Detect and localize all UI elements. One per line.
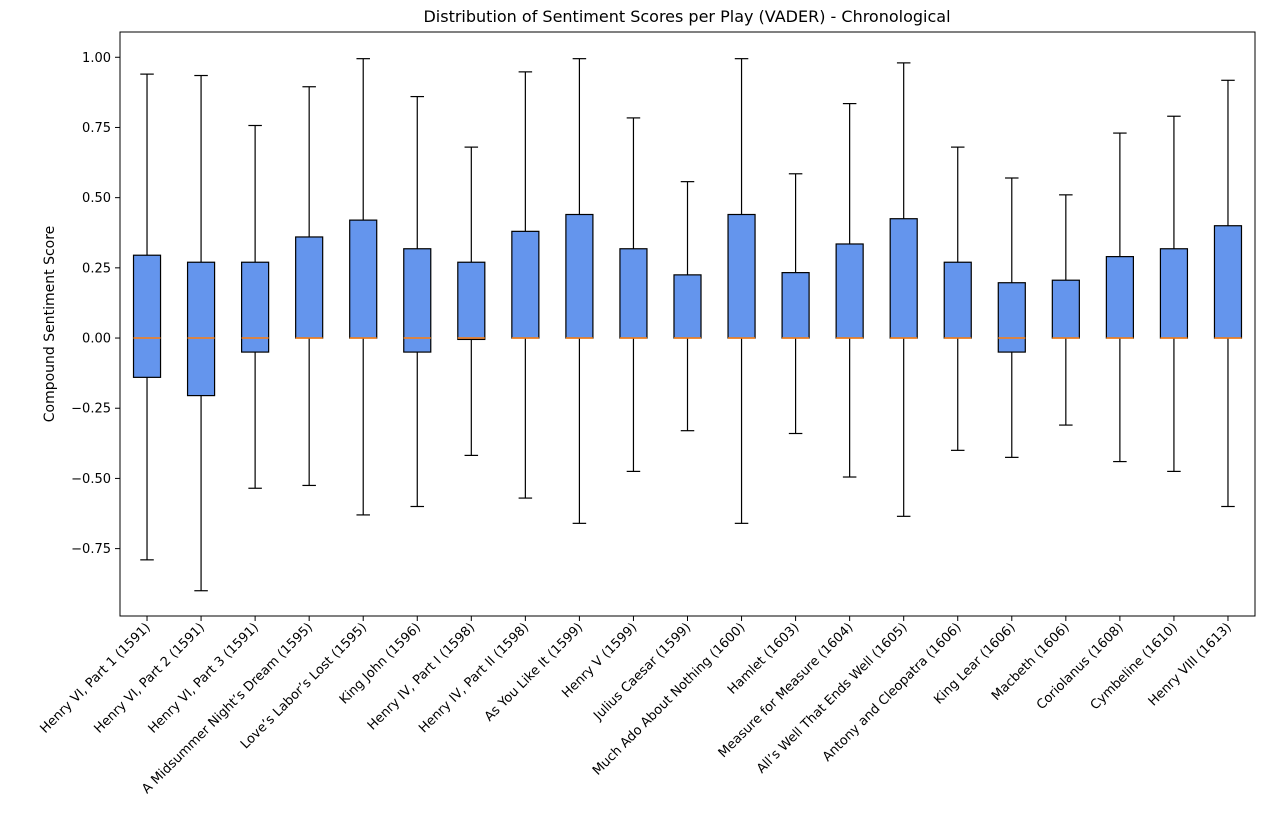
iqr-box (241, 261, 270, 353)
y-tick-label: 0.50 (82, 191, 111, 206)
iqr-box (565, 213, 594, 339)
iqr-box (403, 248, 432, 353)
y-tick-label: −0.50 (71, 472, 111, 487)
box-group (457, 146, 486, 456)
x-tick-label: Henry VI, Part 3 (1591) (146, 620, 262, 736)
box-group (565, 58, 594, 524)
iqr-box (511, 230, 540, 339)
box-group (186, 74, 216, 592)
iqr-box (673, 274, 702, 339)
y-tick-label: −0.75 (71, 542, 111, 557)
iqr-box (1051, 279, 1080, 339)
box-group (1159, 115, 1189, 473)
x-tick-label: As You Like It (1599) (482, 620, 586, 724)
box-group (241, 124, 270, 489)
box-group (781, 173, 810, 435)
y-tick-label: 0.25 (82, 261, 111, 276)
box-group (295, 86, 324, 487)
box-group (619, 117, 648, 473)
box-series (132, 58, 1243, 592)
box-group (349, 58, 378, 516)
iqr-box (1159, 248, 1189, 339)
iqr-box (349, 219, 378, 339)
iqr-box (997, 282, 1026, 353)
box-group (997, 177, 1026, 458)
iqr-box (132, 254, 162, 378)
box-group (943, 146, 972, 451)
x-tick-label: Henry IV, Part I (1598) (365, 620, 478, 733)
chart-title: Distribution of Sentiment Scores per Pla… (423, 7, 950, 26)
x-tick-label: Julius Caesar (1599) (590, 620, 694, 724)
box-group (835, 102, 864, 478)
iqr-box (889, 218, 918, 339)
iqr-box (457, 261, 486, 341)
x-axis: Henry VI, Part 1 (1591)Henry VI, Part 2 … (37, 616, 1235, 797)
y-tick-label: 0.75 (82, 121, 111, 136)
x-tick-label: Henry VI, Part 1 (1591) (37, 620, 153, 736)
iqr-box (727, 213, 756, 339)
y-axis: −0.75 −0.50 −0.25 0.00 0.25 0.50 0.75 1.00 (71, 51, 120, 557)
iqr-box (781, 272, 810, 339)
y-tick-label: 1.00 (82, 51, 111, 66)
iqr-box (835, 243, 864, 339)
y-axis-label: Compound Sentiment Score (42, 226, 58, 423)
iqr-box (1105, 256, 1134, 339)
x-tick-label: Henry IV, Part II (1598) (416, 620, 532, 736)
box-group (673, 181, 702, 432)
box-group (403, 95, 432, 508)
plot-frame (119, 31, 1256, 617)
box-group (1051, 194, 1080, 426)
box-group (132, 73, 162, 561)
box-group (889, 62, 918, 517)
iqr-box (619, 248, 648, 339)
x-tick-label: Henry VI, Part 2 (1591) (92, 620, 208, 736)
y-tick-label: 0.00 (82, 332, 111, 347)
iqr-box (295, 236, 324, 339)
box-group (1105, 132, 1134, 463)
iqr-box (186, 261, 216, 397)
box-group (1213, 79, 1243, 508)
box-group (727, 58, 756, 524)
box-group (511, 71, 540, 499)
iqr-box (943, 261, 972, 339)
iqr-box (1213, 225, 1243, 339)
y-tick-label: −0.25 (71, 402, 111, 417)
